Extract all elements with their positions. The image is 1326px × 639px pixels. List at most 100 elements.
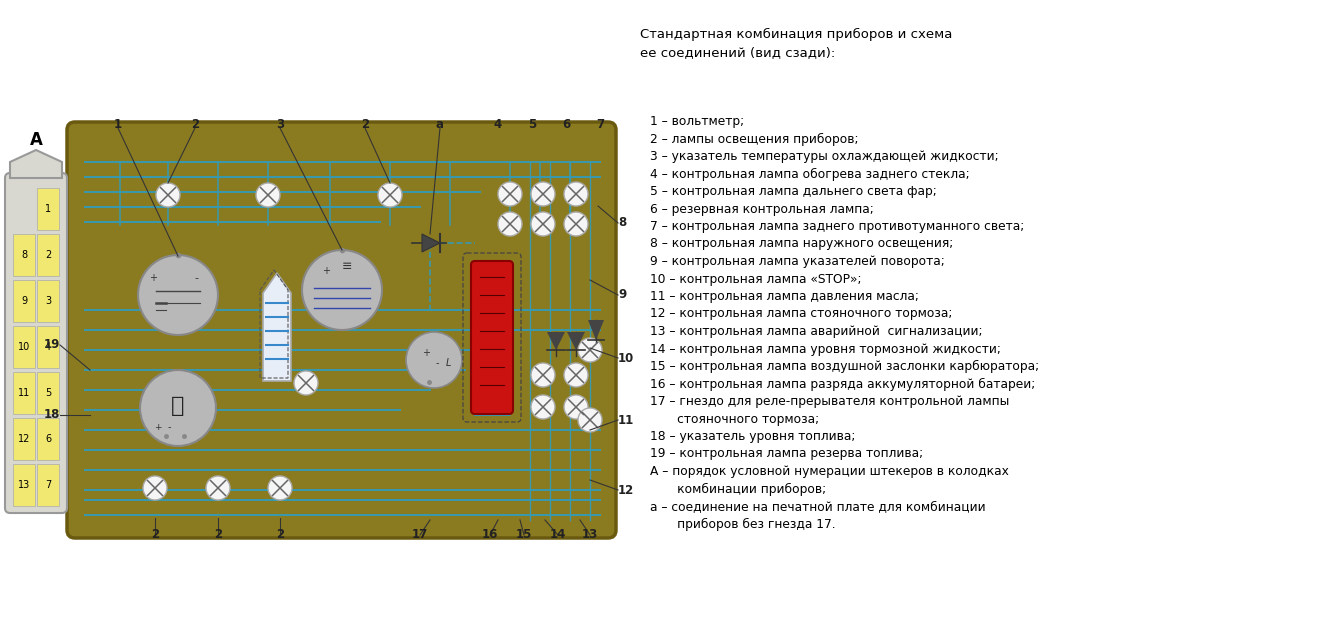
Text: 10 – контрольная лампа «STOP»;: 10 – контрольная лампа «STOP»; [650, 272, 862, 286]
Bar [37, 188, 58, 230]
Text: 2: 2 [151, 528, 159, 541]
Text: 11 – контрольная лампа давления масла;: 11 – контрольная лампа давления масла; [650, 290, 919, 303]
Text: 1: 1 [45, 204, 52, 214]
Text: 10: 10 [618, 351, 634, 364]
Circle shape [141, 370, 216, 446]
Text: 9: 9 [21, 296, 27, 306]
Text: 5: 5 [45, 388, 52, 398]
Circle shape [530, 395, 556, 419]
Text: 3: 3 [276, 118, 284, 132]
Circle shape [256, 183, 280, 207]
Circle shape [564, 363, 587, 387]
Text: 1: 1 [114, 118, 122, 132]
Circle shape [302, 250, 382, 330]
Text: 3 – указатель температуры охлаждающей жидкости;: 3 – указатель температуры охлаждающей жи… [650, 150, 998, 163]
Text: 5: 5 [528, 118, 536, 132]
Text: А – порядок условной нумерации штекеров в колодках: А – порядок условной нумерации штекеров … [650, 465, 1009, 478]
Bar [37, 464, 58, 506]
Text: а – соединение на печатной плате для комбинации: а – соединение на печатной плате для ком… [650, 500, 985, 513]
Text: 18 – указатель уровня топлива;: 18 – указатель уровня топлива; [650, 430, 855, 443]
Text: 15: 15 [516, 528, 532, 541]
Text: 7: 7 [595, 118, 605, 132]
Text: 4: 4 [493, 118, 503, 132]
Text: 10: 10 [17, 342, 30, 352]
Bar [13, 234, 34, 276]
Text: 7: 7 [45, 480, 52, 490]
Polygon shape [587, 320, 605, 340]
Text: комбинации приборов;: комбинации приборов; [650, 482, 826, 496]
Text: 7 – контрольная лампа заднего противотуманного света;: 7 – контрольная лампа заднего противотум… [650, 220, 1024, 233]
Text: 17: 17 [412, 528, 428, 541]
Circle shape [499, 212, 522, 236]
Circle shape [138, 255, 217, 335]
Circle shape [499, 182, 522, 206]
Circle shape [530, 363, 556, 387]
Text: 19 – контрольная лампа резерва топлива;: 19 – контрольная лампа резерва топлива; [650, 447, 923, 461]
Bar [13, 464, 34, 506]
Text: 15 – контрольная лампа воздушной заслонки карбюратора;: 15 – контрольная лампа воздушной заслонк… [650, 360, 1040, 373]
Text: -: - [436, 358, 439, 368]
Bar [37, 234, 58, 276]
Text: 6: 6 [562, 118, 570, 132]
Polygon shape [548, 332, 565, 350]
Circle shape [143, 476, 167, 500]
Bar [13, 372, 34, 414]
Text: a: a [436, 118, 444, 132]
Text: 2: 2 [213, 528, 221, 541]
Bar [37, 418, 58, 460]
Text: 8: 8 [21, 250, 27, 260]
Text: 12: 12 [618, 484, 634, 497]
Circle shape [406, 332, 461, 388]
Text: 19: 19 [44, 339, 60, 351]
Bar [13, 280, 34, 322]
Text: 11: 11 [618, 413, 634, 426]
Text: 4 – контрольная лампа обогрева заднего стекла;: 4 – контрольная лампа обогрева заднего с… [650, 167, 969, 181]
Circle shape [564, 395, 587, 419]
Text: 16 – контрольная лампа разряда аккумуляторной батареи;: 16 – контрольная лампа разряда аккумулят… [650, 378, 1036, 390]
Text: 5 – контрольная лампа дальнего света фар;: 5 – контрольная лампа дальнего света фар… [650, 185, 936, 198]
Circle shape [530, 212, 556, 236]
Circle shape [206, 476, 229, 500]
Text: 14: 14 [550, 528, 566, 541]
Text: 13: 13 [582, 528, 598, 541]
Text: 2: 2 [361, 118, 369, 132]
FancyBboxPatch shape [68, 122, 617, 538]
Text: 6 – резервная контрольная лампа;: 6 – резервная контрольная лампа; [650, 203, 874, 215]
Bar [37, 280, 58, 322]
Circle shape [294, 371, 318, 395]
Text: +: + [154, 423, 162, 432]
Bar [37, 326, 58, 368]
Bar [13, 326, 34, 368]
Circle shape [378, 183, 402, 207]
Bar [13, 418, 34, 460]
Text: +: + [422, 348, 430, 358]
Text: A: A [29, 131, 42, 149]
Text: 4: 4 [45, 342, 52, 352]
Text: +: + [149, 273, 156, 283]
Text: 13: 13 [17, 480, 30, 490]
Circle shape [578, 338, 602, 362]
Text: 11: 11 [17, 388, 30, 398]
Circle shape [564, 182, 587, 206]
Text: 16: 16 [481, 528, 499, 541]
Circle shape [578, 408, 602, 432]
Text: 3: 3 [45, 296, 52, 306]
Text: 9 – контрольная лампа указателей поворота;: 9 – контрольная лампа указателей поворот… [650, 255, 944, 268]
Text: стояночного тормоза;: стояночного тормоза; [650, 413, 819, 426]
Circle shape [268, 476, 292, 500]
Polygon shape [422, 234, 440, 252]
Text: 1 – вольтметр;: 1 – вольтметр; [650, 115, 744, 128]
Text: 14 – контрольная лампа уровня тормозной жидкости;: 14 – контрольная лампа уровня тормозной … [650, 343, 1001, 355]
Text: 18: 18 [44, 408, 60, 422]
Text: 17 – гнездо для реле-прерывателя контрольной лампы: 17 – гнездо для реле-прерывателя контрол… [650, 395, 1009, 408]
Text: 2: 2 [276, 528, 284, 541]
Text: L: L [446, 358, 451, 368]
Text: 12 – контрольная лампа стояночного тормоза;: 12 – контрольная лампа стояночного тормо… [650, 307, 952, 321]
FancyBboxPatch shape [471, 261, 513, 414]
Text: 9: 9 [618, 288, 626, 302]
Circle shape [564, 212, 587, 236]
Text: 13 – контрольная лампа аварийной  сигнализации;: 13 – контрольная лампа аварийной сигнали… [650, 325, 983, 338]
Text: ≡: ≡ [342, 260, 353, 273]
Polygon shape [568, 332, 585, 350]
Text: 2: 2 [45, 250, 52, 260]
